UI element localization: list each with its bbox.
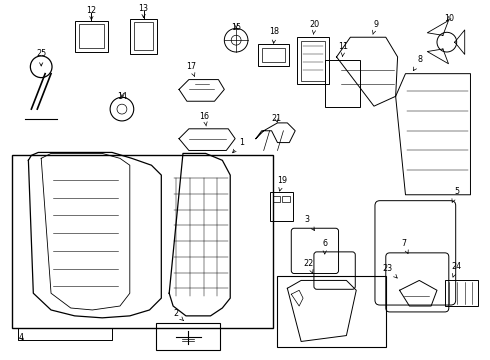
- Text: 4: 4: [19, 333, 24, 342]
- Text: 18: 18: [270, 27, 279, 43]
- Text: 7: 7: [401, 239, 408, 253]
- Bar: [258, 44, 289, 66]
- Text: 3: 3: [304, 215, 315, 230]
- Text: 13: 13: [139, 4, 148, 18]
- Bar: [282, 196, 290, 202]
- Bar: [74, 21, 108, 52]
- Bar: [134, 22, 153, 50]
- Text: 6: 6: [322, 239, 327, 254]
- Bar: [325, 60, 360, 107]
- Bar: [297, 37, 329, 85]
- Bar: [277, 276, 386, 347]
- Text: 23: 23: [383, 264, 397, 278]
- Text: 21: 21: [271, 114, 282, 123]
- Text: 10: 10: [444, 14, 454, 23]
- Bar: [262, 48, 285, 62]
- Bar: [156, 323, 220, 350]
- Text: 25: 25: [36, 49, 47, 66]
- Text: 14: 14: [117, 92, 127, 101]
- Bar: [78, 24, 104, 48]
- Text: 5: 5: [452, 187, 459, 202]
- Text: 9: 9: [372, 20, 378, 35]
- Text: 15: 15: [231, 23, 241, 32]
- Text: 22: 22: [304, 259, 314, 274]
- Bar: [445, 280, 478, 306]
- Text: 17: 17: [186, 62, 196, 77]
- Text: 24: 24: [452, 262, 462, 277]
- Text: 1: 1: [233, 138, 245, 153]
- Text: 19: 19: [277, 176, 288, 191]
- Text: 8: 8: [413, 55, 423, 71]
- Text: 16: 16: [199, 112, 210, 126]
- Bar: [301, 41, 325, 81]
- Text: 20: 20: [310, 20, 320, 35]
- Bar: [270, 192, 293, 221]
- Bar: [130, 18, 157, 54]
- Text: 2: 2: [173, 309, 184, 321]
- Bar: [272, 196, 280, 202]
- Text: 12: 12: [86, 6, 97, 20]
- Bar: [12, 156, 272, 328]
- Text: 11: 11: [339, 42, 348, 57]
